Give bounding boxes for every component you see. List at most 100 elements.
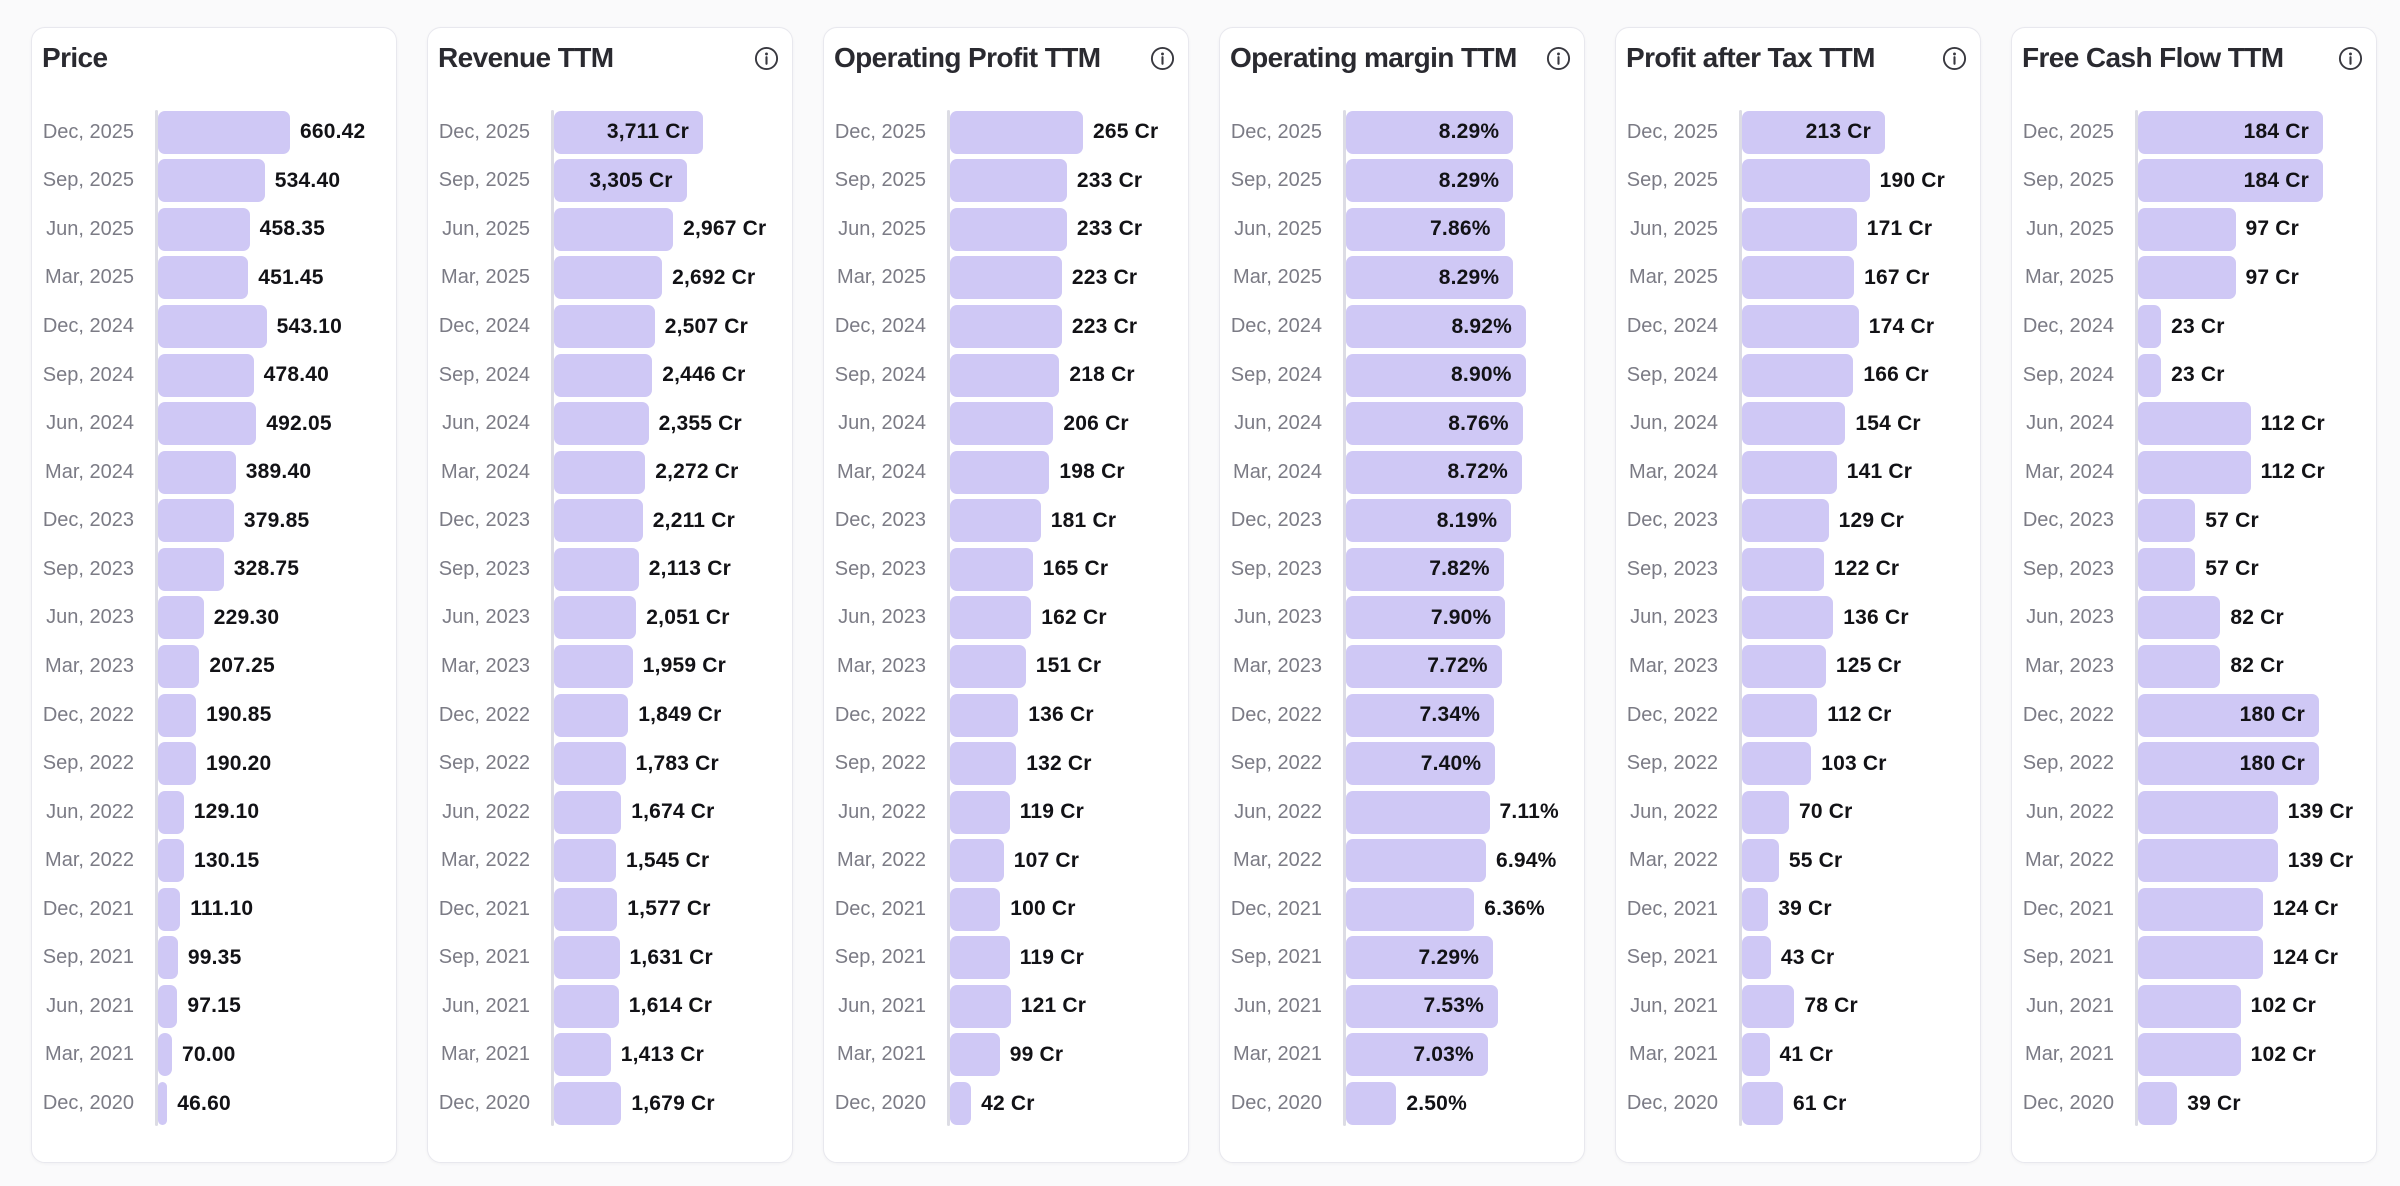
bar-track: 43 Cr: [1742, 934, 1980, 983]
info-icon[interactable]: [1150, 46, 1175, 71]
chart-row: Dec, 2023 8.19%: [1220, 497, 1584, 546]
chart-row: Sep, 2021 7.29%: [1220, 934, 1584, 983]
bar-track: 23 Cr: [2138, 351, 2376, 400]
bar-track: 82 Cr: [2138, 642, 2376, 691]
bar-track: 125 Cr: [1742, 642, 1980, 691]
chart-row: Mar, 2021 102 Cr: [2012, 1031, 2376, 1080]
value-bar: [1742, 353, 1854, 397]
period-label: Jun, 2025: [1234, 217, 1322, 240]
value-label: 166 Cr: [1863, 363, 1929, 387]
bar-track: 8.72%: [1346, 448, 1584, 497]
value-bar: [950, 305, 1062, 349]
value-label: 97 Cr: [2245, 265, 2300, 289]
period-label: Dec, 2023: [2022, 509, 2114, 532]
bar-track: 3,305 Cr: [554, 157, 792, 206]
value-label: 99 Cr: [1009, 1042, 1064, 1066]
value-bar: [1742, 1033, 1770, 1077]
value-bar: [158, 110, 290, 154]
value-label: 3,711 Cr: [606, 120, 689, 144]
value-label: 82 Cr: [2230, 654, 2284, 678]
value-label: 8.29%: [1438, 265, 1500, 289]
value-label: 229.30: [213, 605, 280, 629]
value-label: 97 Cr: [2245, 217, 2300, 241]
value-label: 70.00: [182, 1042, 236, 1066]
value-label: 206 Cr: [1063, 411, 1129, 435]
bar-track: 2,051 Cr: [554, 594, 792, 643]
period-label: Sep, 2025: [1230, 169, 1322, 192]
metric-card-operating-margin-ttm: Operating margin TTM Dec, 2025 8.29% Sep, 2…: [1219, 27, 1585, 1163]
value-label: 6.36%: [1484, 897, 1545, 921]
value-label: 112 Cr: [1827, 703, 1892, 727]
value-label: 8.92%: [1451, 314, 1512, 338]
period-label: Jun, 2025: [1630, 217, 1718, 240]
value-label: 97.15: [187, 994, 241, 1018]
chart-row: Sep, 2025 190 Cr: [1616, 157, 1980, 206]
value-label: 119 Cr: [1019, 800, 1084, 824]
value-bar: [554, 644, 633, 688]
period-label: Jun, 2022: [46, 800, 134, 823]
axis-line: [1739, 110, 1742, 1126]
value-label: 1,783 Cr: [635, 751, 719, 775]
period-label: Mar, 2025: [45, 266, 134, 289]
period-label: Sep, 2021: [438, 946, 530, 969]
value-label: 2,446 Cr: [662, 363, 746, 387]
chart-row: Sep, 2023 7.82%: [1220, 545, 1584, 594]
chart-row: Sep, 2025 184 Cr: [2012, 157, 2376, 206]
period-label: Jun, 2024: [2026, 412, 2114, 435]
value-label: 174 Cr: [1868, 314, 1935, 338]
period-label: Mar, 2023: [45, 654, 134, 677]
chart-row: Mar, 2024 8.72%: [1220, 448, 1584, 497]
period-label: Sep, 2022: [438, 752, 530, 775]
bar-track: 218 Cr: [950, 351, 1188, 400]
bar-track: 328.75: [158, 545, 396, 594]
metric-card-operating-profit-ttm: Operating Profit TTM Dec, 2025 265 Cr Sep, …: [823, 27, 1189, 1163]
period-label: Sep, 2023: [1626, 557, 1718, 580]
bar-track: 8.76%: [1346, 399, 1584, 448]
value-bar: [950, 159, 1067, 203]
bar-track: 129 Cr: [1742, 497, 1980, 546]
chart-row: Sep, 2022 103 Cr: [1616, 739, 1980, 788]
value-bar: [2138, 499, 2196, 543]
bar-track: 206 Cr: [950, 399, 1188, 448]
info-icon[interactable]: [1546, 46, 1571, 71]
value-bar: [1346, 936, 1494, 980]
bar-track: 7.40%: [1346, 739, 1584, 788]
chart-row: Sep, 2024 8.90%: [1220, 351, 1584, 400]
period-label: Jun, 2021: [1234, 994, 1322, 1017]
value-label: 46.60: [177, 1091, 231, 1115]
chart-row: Dec, 2020 2.50%: [1220, 1079, 1584, 1128]
bar-track: 181 Cr: [950, 497, 1188, 546]
value-label: 100 Cr: [1010, 897, 1076, 921]
chart-row: Mar, 2022 139 Cr: [2012, 836, 2376, 885]
value-label: 7.29%: [1418, 945, 1480, 969]
chart-row: Dec, 2020 61 Cr: [1616, 1079, 1980, 1128]
value-label: 181 Cr: [1050, 508, 1117, 532]
bar-track: 130.15: [158, 836, 396, 885]
value-bar: [2138, 887, 2263, 931]
chart-row: Sep, 2022 132 Cr: [824, 739, 1188, 788]
value-label: 1,413 Cr: [620, 1042, 705, 1066]
period-label: Sep, 2022: [834, 752, 926, 775]
bar-track: 151 Cr: [950, 642, 1188, 691]
period-label: Sep, 2021: [42, 946, 134, 969]
value-label: 7.86%: [1430, 217, 1491, 241]
info-icon[interactable]: [2338, 46, 2363, 71]
chart-row: Dec, 2025 184 Cr: [2012, 108, 2376, 157]
value-label: 2,272 Cr: [655, 460, 739, 484]
value-bar: [554, 693, 629, 737]
value-label: 2,507 Cr: [664, 314, 749, 338]
chart-row: Mar, 2024 2,272 Cr: [428, 448, 792, 497]
chart-row: Mar, 2024 389.40: [32, 448, 396, 497]
period-label: Sep, 2023: [1230, 557, 1322, 580]
bar-track: 223 Cr: [950, 254, 1188, 303]
card-title: Operating Profit TTM: [834, 42, 1101, 73]
bar-track: 78 Cr: [1742, 982, 1980, 1031]
bar-track: 122 Cr: [1742, 545, 1980, 594]
period-label: Dec, 2020: [42, 1092, 134, 1115]
info-icon[interactable]: [754, 46, 779, 71]
chart-row: Mar, 2022 6.94%: [1220, 836, 1584, 885]
chart-row: Mar, 2025 8.29%: [1220, 254, 1584, 303]
info-icon[interactable]: [1942, 46, 1967, 71]
chart-row: Mar, 2021 7.03%: [1220, 1031, 1584, 1080]
period-label: Mar, 2021: [1233, 1043, 1322, 1066]
